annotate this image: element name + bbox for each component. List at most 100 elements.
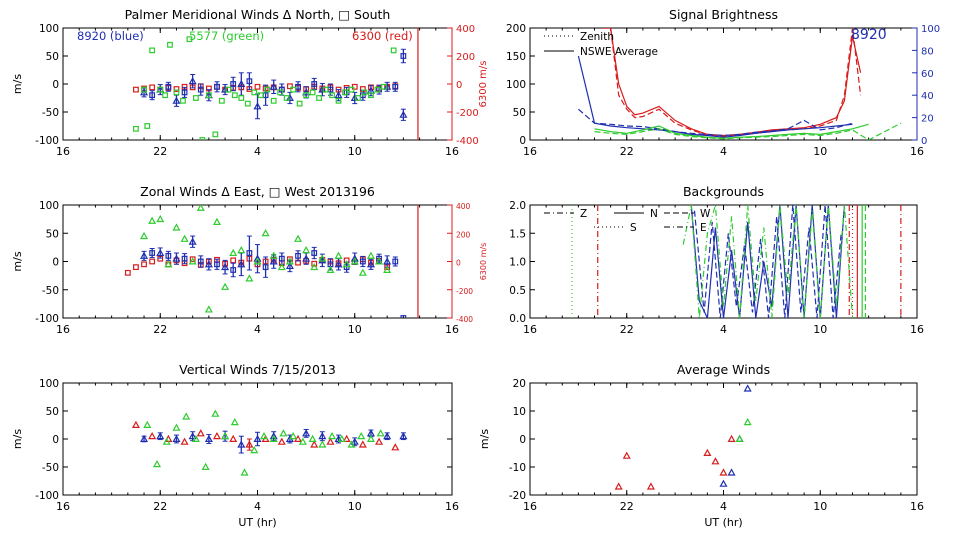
data-point-5577 [238, 95, 245, 101]
data-point-5577 [172, 423, 181, 431]
data-point-5577 [186, 36, 193, 43]
data-point-5577 [245, 274, 254, 282]
data-point-8920-west [246, 250, 253, 256]
y-tick-label-right: 0 [456, 80, 462, 91]
y-tick-label: 0 [52, 257, 59, 269]
data-point-5577 [229, 248, 238, 257]
data-point-6300 [196, 429, 205, 437]
x-tick-label: 4 [254, 323, 261, 336]
y-tick-label: 1.5 [509, 228, 526, 240]
data-point-5577 [294, 234, 303, 242]
data-point-5577 [191, 434, 200, 442]
data-point-5577 [303, 92, 310, 99]
legend-entry: S [630, 222, 637, 234]
x-tick-label: 16 [56, 323, 70, 336]
data-point-6300 [375, 437, 384, 445]
x-axis-label: UT (hr) [238, 516, 276, 529]
data-point-8920 [188, 76, 197, 85]
data-point-5577 [140, 231, 149, 240]
data-point-5577 [302, 245, 311, 254]
panel-meridional: Palmer Meridional Winds Δ North, □ South… [11, 7, 489, 158]
y-tick-label: 50 [46, 51, 59, 63]
x-tick-label: 16 [523, 323, 537, 336]
data-point-6300 [133, 86, 139, 93]
data-point-6300 [148, 431, 157, 440]
y-tick-label: 0.5 [509, 285, 526, 297]
data-point-8920-east [221, 262, 230, 271]
data-point-5577 [310, 262, 319, 271]
data-point-8920 [237, 79, 246, 88]
data-point-6300 [149, 84, 156, 91]
data-point-5577 [361, 89, 368, 96]
data-point-8920-east [318, 256, 327, 264]
y-tick-label-right: 100 [921, 24, 940, 35]
data-point-5577 [180, 234, 189, 242]
data-point-8920-south [400, 53, 407, 59]
data-point-5577 [350, 257, 359, 265]
data-point-5577 [358, 268, 367, 276]
data-point-8920-west [295, 252, 301, 259]
data-point-5577 [342, 89, 348, 96]
data-point-8920-east [334, 260, 343, 268]
data-point-5577 [322, 86, 329, 93]
plot-frame [529, 382, 918, 496]
data-point-5577 [251, 89, 258, 96]
y-axis-label: m/s [11, 429, 24, 449]
data-point-5577 [230, 417, 239, 426]
data-point-8920 [383, 431, 392, 440]
x-tick-label: 16 [56, 145, 70, 158]
data-point-8920-south [230, 81, 237, 87]
data-point-8920-west [311, 250, 318, 256]
data-point-8920-south [392, 83, 399, 90]
data-point-6300 [230, 257, 237, 264]
data-point-8920 [399, 431, 408, 440]
data-point-5577 [308, 434, 317, 442]
legend-entry: E [700, 222, 707, 234]
y-axis-label-right: 6300 m/s [479, 243, 488, 281]
data-point-5577 [328, 431, 337, 440]
data-point-5577 [348, 86, 355, 93]
data-point-8920-east [140, 251, 149, 259]
x-tick-label: 4 [720, 323, 727, 336]
data-point-5577 [201, 462, 210, 470]
series-line-8920-avg [577, 55, 853, 138]
data-point-8920-south [181, 89, 188, 96]
data-point-8920-west [230, 267, 237, 273]
data-point-8920 [156, 431, 165, 440]
data-point-5577 [237, 245, 246, 254]
data-point-5577 [144, 123, 151, 129]
data-point-8920 [140, 434, 149, 442]
data-point-6300 [614, 482, 623, 490]
data-point-6300 [311, 260, 318, 267]
y-tick-label: 0 [519, 434, 526, 446]
data-point-8920-west [359, 258, 366, 265]
data-point-8920-west [214, 261, 220, 268]
data-point-5577 [167, 41, 173, 48]
data-point-5577 [270, 97, 277, 104]
data-point-6300 [646, 482, 655, 490]
data-point-5577 [269, 434, 278, 442]
data-point-5577 [366, 251, 375, 259]
data-point-6300 [254, 83, 261, 90]
data-point-5577 [211, 409, 220, 417]
y-tick-label: 50 [513, 107, 526, 119]
data-point-6300 [326, 437, 335, 445]
x-tick-label: 16 [445, 145, 459, 158]
data-point-8920 [172, 96, 181, 104]
y-tick-label-right: 400 [456, 202, 471, 211]
x-tick-label: 22 [153, 500, 167, 513]
chart-title: Vertical Winds 7/15/2013 [179, 362, 336, 377]
data-point-8920 [302, 88, 311, 96]
y-tick-label-right: 0 [921, 136, 927, 147]
data-point-8920-east [253, 254, 262, 262]
legend-entry: W [700, 208, 711, 220]
data-point-5577 [143, 420, 152, 428]
x-tick-label: 4 [254, 145, 261, 158]
y-tick-label: -100 [35, 313, 59, 325]
data-point-6300 [141, 261, 147, 268]
x-tick-label: 10 [813, 323, 827, 336]
data-point-8920-east [383, 257, 392, 265]
y-tick-label: 50 [46, 228, 59, 240]
